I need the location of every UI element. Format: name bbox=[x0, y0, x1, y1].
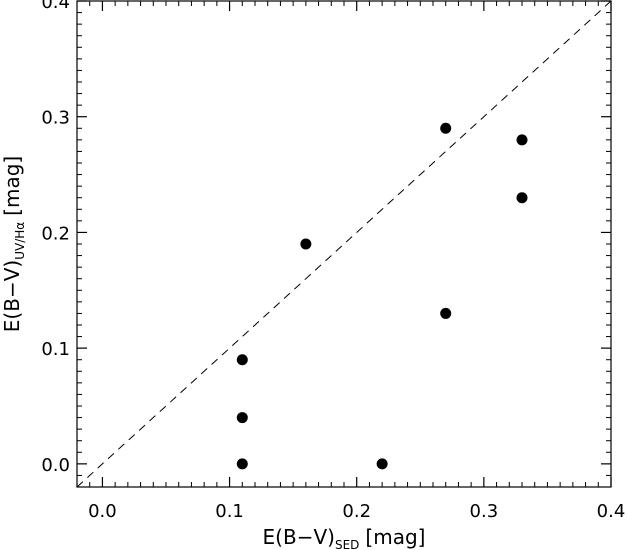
reference-line-group bbox=[76, 0, 612, 488]
one-to-one-reference-line bbox=[76, 0, 612, 488]
y-axis-label-unit: [mag] bbox=[0, 156, 24, 216]
y-axis-label-main: E(B−V) bbox=[0, 260, 24, 332]
x-tick-label: 0.1 bbox=[215, 501, 244, 522]
data-point bbox=[300, 238, 312, 250]
axis-ticks bbox=[77, 0, 612, 487]
y-axis-label: E(B−V)UV/Hα [mag] bbox=[0, 156, 27, 332]
data-points bbox=[236, 122, 528, 470]
y-tick-label: 0.1 bbox=[41, 339, 70, 360]
data-point bbox=[236, 412, 248, 424]
data-point bbox=[516, 192, 528, 204]
data-point bbox=[440, 307, 452, 319]
y-tick-label: 0.2 bbox=[41, 223, 70, 244]
x-axis-label-sub: SED bbox=[335, 538, 359, 550]
y-tick-label: 0.0 bbox=[41, 455, 70, 476]
y-tick-label: 0.3 bbox=[41, 108, 70, 129]
x-tick-label: 0.0 bbox=[88, 501, 117, 522]
data-point bbox=[376, 458, 388, 470]
x-axis-label-main: E(B−V) bbox=[263, 525, 335, 549]
x-axis-label-unit: [mag] bbox=[365, 525, 425, 549]
tick-labels: 0.0 0.1 0.2 0.3 0.4 0.0 0.1 0.2 0.3 0.4 bbox=[41, 0, 625, 522]
x-tick-label: 0.4 bbox=[597, 501, 626, 522]
data-point bbox=[236, 354, 248, 366]
data-point bbox=[236, 458, 248, 470]
y-axis-label-sub: UV/Hα bbox=[13, 222, 27, 260]
data-point bbox=[440, 122, 452, 134]
x-tick-label: 0.3 bbox=[470, 501, 499, 522]
data-point bbox=[516, 134, 528, 146]
x-axis-label: E(B−V)SED [mag] bbox=[263, 525, 426, 550]
y-tick-label: 0.4 bbox=[41, 0, 70, 13]
x-tick-label: 0.2 bbox=[342, 501, 371, 522]
